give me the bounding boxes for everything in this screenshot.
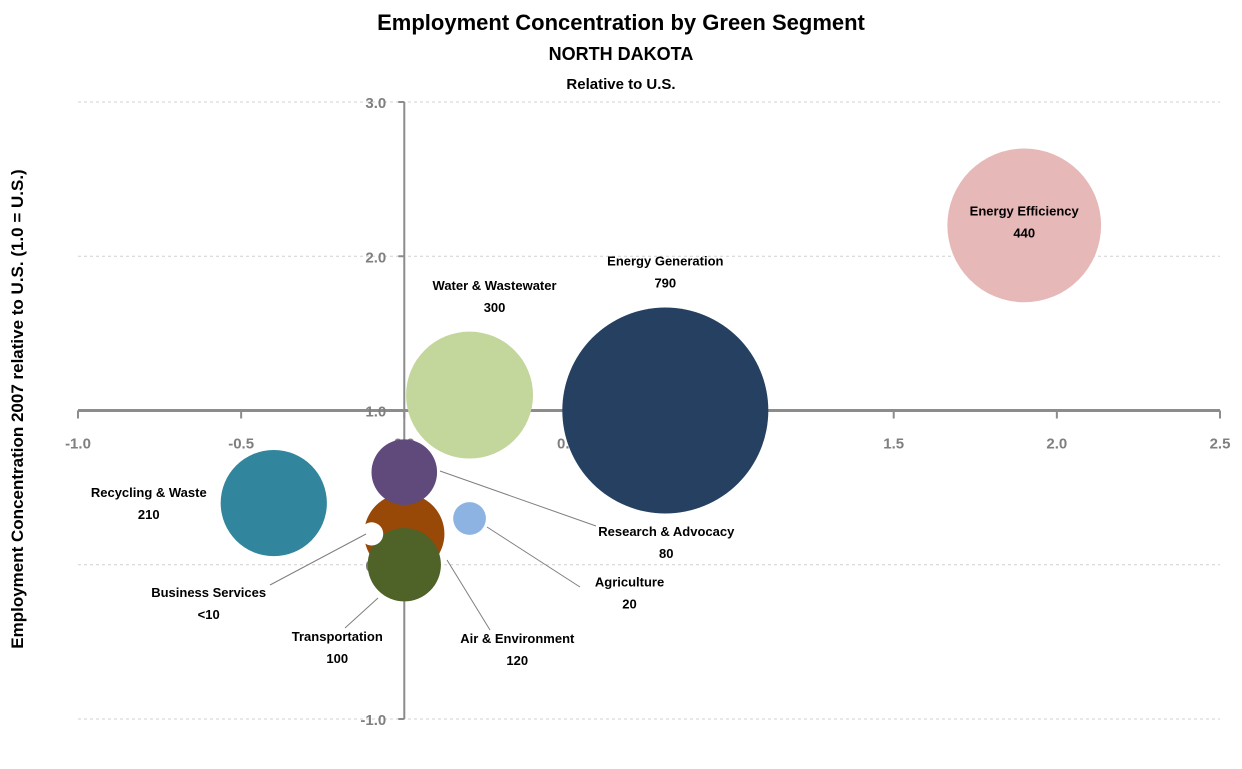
- bubble-research-and-advocacy: [371, 439, 438, 505]
- y-tick-label: -1.0: [360, 712, 386, 729]
- chart-subtitle: NORTH DAKOTA: [548, 44, 694, 64]
- bubble-transportation: [367, 528, 441, 602]
- data-label-research-and-advocacy: Research & Advocacy: [598, 524, 735, 539]
- data-value-energy-efficiency: 440: [1013, 225, 1035, 240]
- leader-line-air-and-environment: [446, 559, 491, 631]
- x-tick-label: 1.5: [883, 436, 904, 453]
- y-tick-label: 3.0: [365, 95, 386, 112]
- data-label-air-and-environment: Air & Environment: [460, 631, 575, 646]
- data-value-recycling-and-waste: 210: [138, 507, 160, 522]
- y-tick-label: 2.0: [365, 249, 386, 266]
- data-label-transportation: Transportation: [292, 629, 383, 644]
- x-tick-label: -0.5: [228, 436, 254, 453]
- bubble-water-and-wastewater: [406, 331, 534, 459]
- chart-subtitle-secondary: Relative to U.S.: [566, 76, 676, 93]
- data-value-water-and-wastewater: 300: [484, 300, 506, 315]
- data-value-business-services: <10: [198, 607, 220, 622]
- bubble-agriculture: [453, 502, 486, 535]
- data-label-business-services: Business Services: [151, 585, 266, 600]
- chart-title: Employment Concentration by Green Segmen…: [377, 10, 865, 35]
- data-value-energy-generation: 790: [654, 276, 676, 291]
- bubble-chart: -1.0-0.50.00.51.01.52.02.53.02.01.00.0-1…: [65, 95, 1231, 729]
- data-value-transportation: 100: [326, 651, 348, 666]
- x-tick-label: 2.0: [1046, 436, 1067, 453]
- bubble-business-services: [360, 522, 384, 546]
- data-value-air-and-environment: 120: [506, 653, 528, 668]
- leader-line-agriculture: [486, 526, 581, 588]
- data-label-energy-generation: Energy Generation: [607, 254, 723, 269]
- bubble-recycling-and-waste: [220, 449, 327, 557]
- data-label-energy-efficiency: Energy Efficiency: [970, 203, 1080, 218]
- leader-line-transportation: [344, 597, 379, 629]
- data-label-agriculture: Agriculture: [595, 574, 664, 589]
- y-tick-label: 1.0: [365, 404, 386, 421]
- bubble-energy-efficiency: [947, 148, 1102, 303]
- bubble-energy-generation: [562, 307, 769, 514]
- data-value-agriculture: 20: [622, 596, 636, 611]
- x-tick-label: -1.0: [65, 436, 91, 453]
- leader-line-research-and-advocacy: [439, 470, 597, 527]
- leader-line-business-services: [269, 533, 367, 586]
- x-tick-label: 2.5: [1210, 436, 1231, 453]
- data-label-water-and-wastewater: Water & Wastewater: [433, 278, 557, 293]
- data-value-research-and-advocacy: 80: [659, 546, 673, 561]
- data-label-recycling-and-waste: Recycling & Waste: [91, 485, 207, 500]
